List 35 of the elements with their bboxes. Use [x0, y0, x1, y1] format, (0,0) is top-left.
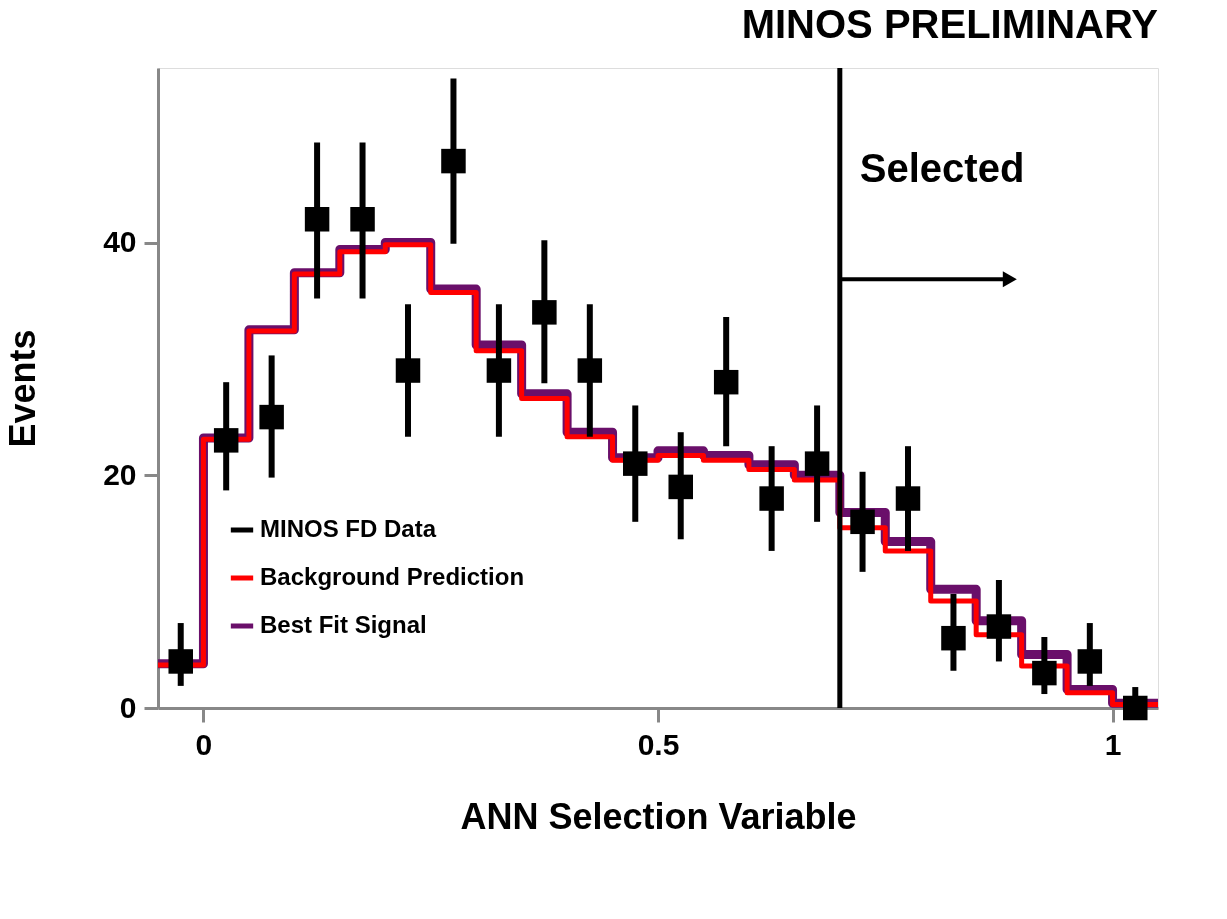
point — [395, 358, 421, 383]
y-axis-title: Events — [2, 329, 44, 448]
x-axis-title: ANN Selection Variable — [460, 795, 857, 837]
point — [259, 404, 284, 430]
y-tick-label: 0 — [119, 690, 137, 724]
point — [350, 207, 375, 232]
y-tick-label: 40 — [103, 225, 137, 259]
x-tick-label: 0.5 — [637, 727, 680, 761]
point — [804, 451, 830, 476]
point — [1032, 660, 1057, 686]
point — [441, 148, 466, 174]
point — [304, 207, 330, 232]
point — [486, 358, 512, 383]
y-tick-label: 20 — [103, 457, 137, 491]
point — [213, 428, 239, 453]
point — [668, 474, 693, 500]
legend-label: Background Prediction — [260, 563, 525, 590]
x-tick-label: 0 — [195, 727, 213, 761]
legend-label: MINOS FD Data — [260, 515, 437, 542]
point — [577, 358, 603, 383]
point — [1077, 649, 1103, 674]
point — [850, 509, 875, 535]
ref-line-label: Selected — [859, 146, 1025, 191]
point — [623, 451, 648, 476]
chart-title: MINOS PRELIMINARY — [741, 1, 1159, 46]
point — [713, 369, 739, 395]
point — [941, 625, 966, 651]
point — [759, 486, 784, 511]
x-tick-label: 1 — [1104, 727, 1122, 761]
point — [895, 486, 921, 511]
point — [532, 300, 557, 325]
point — [168, 649, 193, 674]
point — [1123, 695, 1148, 721]
point — [986, 614, 1012, 639]
legend-label: Best Fit Signal — [260, 611, 427, 638]
